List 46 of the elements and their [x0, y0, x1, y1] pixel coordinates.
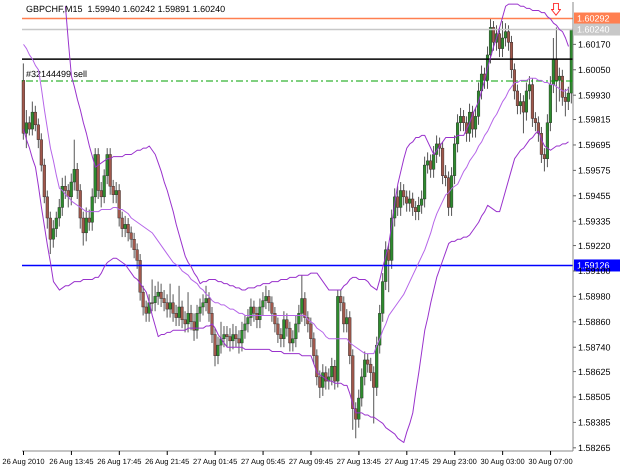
candlestick [321, 364, 324, 396]
candlestick [330, 357, 334, 386]
y-tick-label: 1.59335 [578, 216, 611, 226]
y-tick-label: 1.58505 [578, 392, 611, 402]
candlestick [228, 328, 232, 352]
y-tick-label: 1.58625 [578, 366, 611, 377]
candlestick [28, 116, 31, 136]
y-tick-label: 1.58860 [578, 317, 611, 327]
y-tick-label: 1.59930 [578, 90, 611, 100]
candlestick [518, 92, 522, 115]
candlestick [399, 182, 402, 216]
ref-line-label: 1.60292 [577, 14, 610, 24]
candlestick [160, 283, 163, 308]
y-tick-label: 1.58740 [578, 342, 611, 352]
candlestick [30, 101, 34, 136]
y-tick-label: 1.58265 [578, 443, 611, 454]
y-tick-label: 1.59220 [578, 240, 611, 251]
y-tick-label: 1.59575 [578, 166, 611, 176]
y-tick-label: 1.59815 [578, 114, 611, 125]
candlestick [168, 283, 172, 318]
candlestick [396, 186, 400, 216]
candlestick [282, 310, 286, 348]
line-series [22, 44, 570, 354]
candlestick [429, 154, 432, 178]
candlestick [124, 215, 127, 238]
y-tick-label: 1.58385 [578, 418, 611, 428]
candlestick [554, 26, 558, 113]
candlestick [186, 292, 190, 333]
candlestick [411, 192, 414, 216]
candlestick [408, 190, 412, 212]
candlestick [500, 20, 504, 58]
candlestick [150, 278, 154, 312]
candlestick [204, 285, 208, 312]
candlestick [178, 285, 181, 327]
y-tick-label: 1.60170 [578, 40, 611, 50]
candlestick [166, 294, 169, 318]
candlestick [231, 323, 235, 350]
candlestick [225, 326, 229, 348]
candlestick [324, 366, 328, 390]
y-tick-label: 1.59695 [578, 140, 611, 150]
y-tick-label: 1.60050 [578, 64, 611, 75]
y-tick-label: 1.58980 [578, 292, 611, 302]
candlestick [522, 94, 525, 134]
candlestick [237, 330, 241, 354]
candlestick [84, 206, 88, 242]
y-tick-label: 1.59455 [578, 190, 611, 201]
